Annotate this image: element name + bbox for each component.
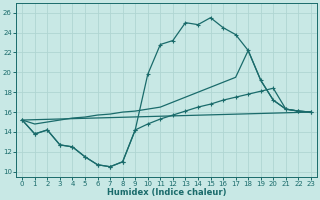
X-axis label: Humidex (Indice chaleur): Humidex (Indice chaleur) — [107, 188, 226, 197]
